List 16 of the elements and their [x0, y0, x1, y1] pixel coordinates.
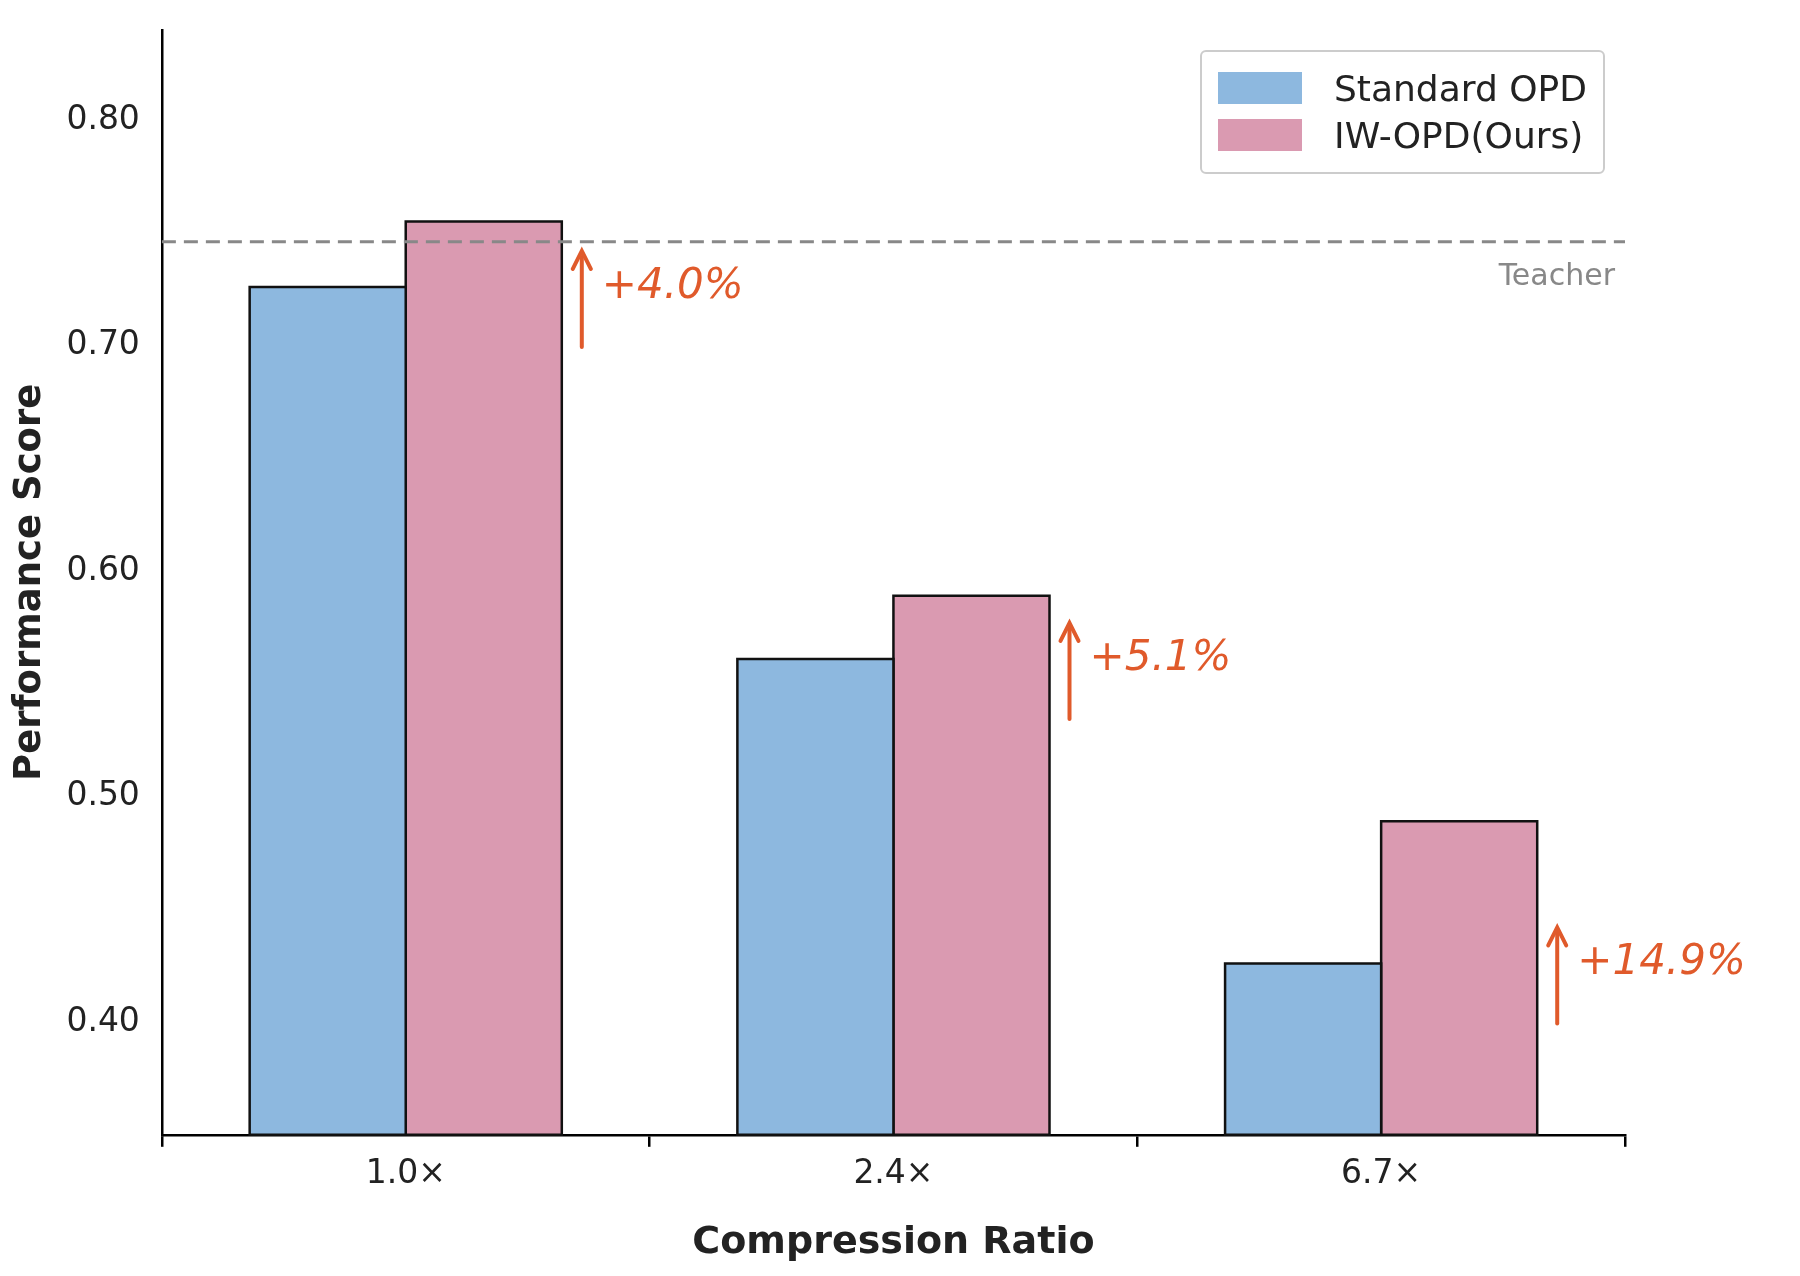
x-tick-label: 6.7×	[1341, 1152, 1422, 1192]
legend-label: IW-OPD(Ours)	[1334, 114, 1584, 156]
y-tick-label: 0.80	[66, 97, 140, 137]
annotation: +4.0%	[601, 258, 744, 308]
legend-label: Standard OPD	[1334, 67, 1587, 109]
ref-line-label: Teacher	[1497, 256, 1616, 292]
y-tick-label: 0.70	[66, 323, 140, 363]
y-axis-title: Performance Score	[5, 383, 49, 781]
y-tick-label: 0.60	[66, 548, 140, 588]
y-tick-label: 0.50	[66, 774, 140, 814]
x-axis-title: Compression Ratio	[692, 1218, 1095, 1263]
x-tick-label: 2.4×	[853, 1152, 934, 1192]
annotation: +5.1%	[1089, 630, 1232, 680]
x-tick-label: 1.0×	[365, 1152, 446, 1192]
annotation: +14.9%	[1577, 935, 1746, 985]
y-tick-label: 0.40	[66, 999, 140, 1039]
